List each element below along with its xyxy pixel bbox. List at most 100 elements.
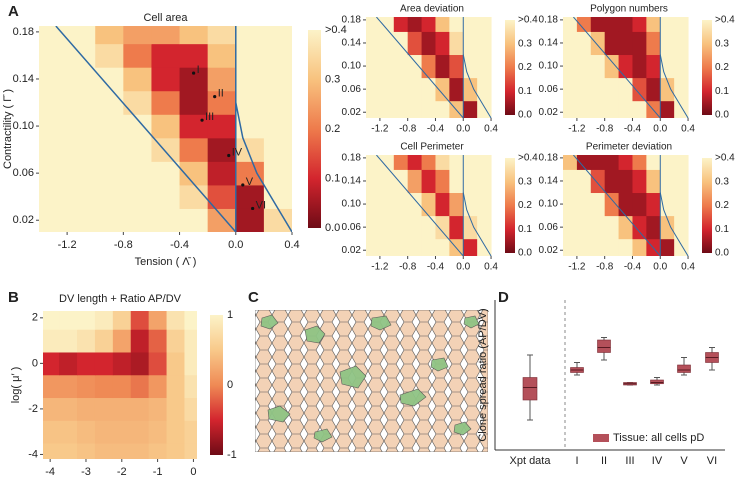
heatmap-cell (151, 44, 180, 68)
heatmap-cell (366, 239, 380, 263)
heatmap-cell (180, 91, 209, 115)
x-tick-label: 0.0 (456, 124, 470, 135)
heatmap-cell (184, 420, 202, 443)
heatmap-cell (59, 398, 77, 421)
heatmap-cell (39, 185, 68, 209)
x-tick-label: V (680, 455, 688, 467)
heatmap-cell (408, 169, 422, 193)
heatmap-cell (236, 208, 265, 232)
y-tick-label: 0.18 (13, 26, 34, 38)
heatmap-cell (632, 169, 646, 193)
heatmap-cell (477, 193, 491, 217)
panel-letter: B (8, 289, 19, 306)
y-axis-label: Clone spread ratio (AP/DV) (477, 308, 489, 441)
heatmap-cell (449, 55, 463, 79)
heatmap-cell (67, 20, 96, 44)
colorbar (505, 158, 515, 253)
heatmap-cell (67, 185, 96, 209)
heatmap-cell (394, 78, 408, 102)
y-tick-label: 0.02 (342, 107, 362, 118)
heatmap-cell (41, 398, 59, 421)
heatmap-cell (605, 78, 619, 102)
heatmap-cell (366, 78, 380, 102)
annotation: II (218, 88, 224, 100)
x-tick-label: -0.8 (399, 262, 417, 273)
heatmap-cell (449, 169, 463, 193)
x-tick-label: -0.8 (596, 262, 614, 273)
heatmap-cell (408, 101, 422, 125)
heatmap-cell (41, 352, 59, 375)
heatmap-cell (632, 31, 646, 55)
heatmap-cell (131, 375, 149, 398)
heatmap-cell (660, 169, 674, 193)
heatmap-cell (366, 55, 380, 79)
heatmap-cell (577, 55, 591, 79)
heatmap-cell (167, 398, 185, 421)
heatmap-cell (77, 352, 95, 375)
heatmap-cell (477, 31, 491, 55)
heatmap-cell (563, 216, 577, 240)
heatmap-cell (605, 31, 619, 55)
x-tick-label: 0.0 (653, 262, 667, 273)
y-tick-label: 2 (32, 312, 38, 324)
heatmap-cell (67, 114, 96, 138)
heatmap-cell (151, 185, 180, 209)
chart-title: Perimeter deviation (586, 142, 672, 153)
heatmap-cell (408, 55, 422, 79)
y-axis-label: Contractility ( Γ̄ ) (2, 89, 14, 169)
y-tick-label: 0.14 (342, 176, 362, 187)
heatmap-cell (95, 329, 113, 352)
heatmap-cell (422, 193, 436, 217)
colorbar-tick-label: 0 (227, 379, 233, 391)
heatmap-cell (577, 193, 591, 217)
colorbar-tick-label: >0.4 (518, 15, 538, 26)
heatmap-cell (180, 138, 209, 162)
heatmap-cell (632, 239, 646, 263)
colorbar (702, 158, 712, 253)
heatmap-cell (41, 420, 59, 443)
heatmap-panel: -1.2-0.8-0.40.00.40.020.060.100.140.18Po… (539, 4, 736, 135)
y-tick-label: 0.06 (13, 167, 34, 179)
heatmap-cell (59, 352, 77, 375)
heatmap-cell (39, 20, 68, 44)
heatmap-cell (123, 185, 152, 209)
annotation-dot (192, 71, 195, 74)
heatmap-cell (449, 78, 463, 102)
heatmap-cell (619, 31, 633, 55)
heatmap-cells (563, 146, 689, 262)
heatmap-cell (674, 101, 688, 125)
x-tick-label: -0.4 (624, 124, 642, 135)
heatmap-cell (463, 31, 477, 55)
heatmap-cell (619, 193, 633, 217)
heatmap-cell (463, 239, 477, 263)
heatmap-cell (422, 78, 436, 102)
y-tick-label: 0.10 (13, 120, 34, 132)
heatmap-cell (59, 306, 77, 329)
heatmap-cells (366, 146, 492, 262)
heatmap-cell (59, 329, 77, 352)
y-tick-label: 0.14 (539, 38, 559, 49)
y-tick-label: 0.02 (539, 107, 559, 118)
heatmap-cell (95, 20, 124, 44)
heatmap-cell (123, 138, 152, 162)
y-axis-label: log( μ′ ) (10, 367, 22, 404)
box (598, 340, 611, 353)
heatmap-cell (408, 193, 422, 217)
heatmap-cell (422, 239, 436, 263)
heatmap-cell (577, 216, 591, 240)
legend-label: Tissue: all cells pD (613, 432, 704, 444)
heatmap-cell (41, 375, 59, 398)
colorbar-tick-label: 0.2 (325, 123, 340, 135)
heatmap-cell (264, 161, 293, 185)
heatmap-cell (605, 169, 619, 193)
colorbar-tick-label: 0.3 (325, 73, 340, 85)
x-tick-label: 0.0 (228, 239, 243, 251)
heatmap-cell (77, 398, 95, 421)
heatmap-cell (435, 55, 449, 79)
heatmap-cell (477, 101, 491, 125)
heatmap-cell (113, 420, 131, 443)
heatmap-cell (674, 193, 688, 217)
heatmap-cell (394, 101, 408, 125)
heatmap-cells (41, 306, 203, 466)
heatmap-cell (184, 352, 202, 375)
